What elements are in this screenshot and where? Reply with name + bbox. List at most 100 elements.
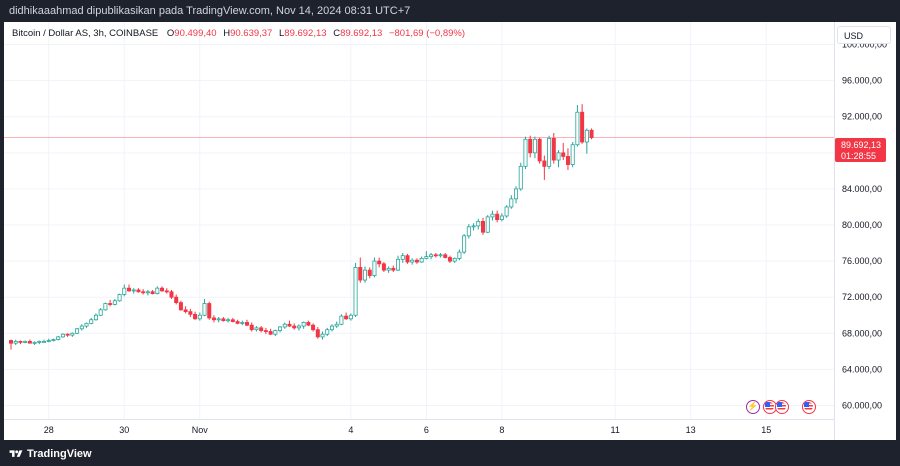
- y-tick-label: 76.000,00: [842, 256, 882, 266]
- candle-body: [391, 267, 396, 271]
- candle-body: [452, 257, 457, 262]
- candle-body: [141, 291, 146, 294]
- us-flag-icon[interactable]: [802, 400, 816, 414]
- candle-body: [131, 289, 136, 292]
- candle-body: [580, 111, 585, 143]
- candle-body: [419, 257, 424, 263]
- publish-info: didhikaaahmad dipublikasikan pada Tradin…: [0, 0, 900, 22]
- candle-body: [60, 333, 65, 338]
- candle-body: [504, 206, 509, 217]
- currency-selector[interactable]: USD: [837, 26, 891, 44]
- x-tick-label: 6: [424, 425, 429, 435]
- candle-body: [79, 325, 84, 330]
- candle-body: [476, 221, 481, 227]
- candle-body: [518, 165, 523, 190]
- candle-body: [240, 322, 245, 324]
- candle-body: [93, 314, 98, 321]
- low-label: L: [278, 28, 285, 39]
- candle-body: [188, 311, 193, 315]
- candle-body: [18, 341, 23, 343]
- x-tick-label: 15: [761, 425, 771, 435]
- candle-body: [348, 314, 353, 320]
- candle-body: [51, 339, 56, 342]
- candle-body: [273, 330, 278, 335]
- open-label: O: [166, 28, 175, 39]
- candle-body: [287, 323, 292, 327]
- candle-body: [471, 225, 476, 228]
- candle-body: [400, 255, 405, 260]
- bar-countdown: 01:28:55: [841, 151, 877, 161]
- candle-body: [136, 289, 141, 293]
- y-tick-label: 84.000,00: [842, 184, 882, 194]
- candle-body: [320, 333, 325, 338]
- close-label: C: [333, 28, 341, 39]
- candle-body: [405, 255, 410, 263]
- candle-body: [254, 327, 259, 331]
- time-axis-divider: [4, 419, 834, 420]
- candle-body: [42, 341, 47, 343]
- candle-body: [367, 269, 372, 276]
- candle-body: [528, 138, 533, 154]
- candle-body: [207, 303, 212, 319]
- candle-body: [296, 325, 301, 329]
- candle-body: [362, 269, 367, 281]
- candle-body: [485, 216, 490, 233]
- candle-body: [23, 341, 28, 343]
- symbol-name: Bitcoin / Dollar AS, 3h, COINBASE: [12, 28, 159, 39]
- candle-body: [358, 267, 363, 281]
- candle-body: [438, 254, 443, 257]
- candle-body: [499, 215, 504, 220]
- candle-body: [457, 251, 462, 259]
- candle-body: [244, 322, 249, 326]
- footer-bar: [0, 440, 900, 466]
- candle-body: [575, 111, 580, 146]
- y-tick-label: 60.000,00: [842, 400, 882, 410]
- candle-body: [447, 257, 452, 262]
- close-value: 89.692,13: [340, 28, 383, 39]
- candle-body: [542, 160, 547, 167]
- candle-body: [230, 319, 235, 322]
- candle-body: [117, 294, 122, 302]
- candle-body: [268, 331, 273, 335]
- candle-body: [344, 315, 349, 320]
- candle-body: [334, 323, 339, 327]
- candle-body: [339, 315, 344, 325]
- candle-body: [226, 319, 231, 322]
- high-label: H: [223, 28, 231, 39]
- candle-body: [56, 336, 61, 341]
- x-tick-label: 8: [499, 425, 504, 435]
- candle-body: [490, 213, 495, 218]
- candle-body: [75, 328, 80, 334]
- candle-body: [414, 259, 419, 263]
- candle-body: [216, 318, 221, 321]
- symbol-legend[interactable]: Bitcoin / Dollar AS, 3h, COINBASE O90.49…: [12, 28, 465, 39]
- candlestick-chart[interactable]: 60.000,00 64.000,00 68.000,00 72.000,00 76.0…: [4, 22, 896, 440]
- candle-body: [547, 137, 552, 167]
- candle-body: [221, 318, 226, 322]
- y-tick-label: 68.000,00: [842, 328, 882, 338]
- candle-body: [259, 327, 264, 331]
- us-flag-icon[interactable]: [775, 400, 789, 414]
- candle-body: [372, 260, 377, 276]
- candle-body: [433, 254, 438, 257]
- chart-frame[interactable]: [4, 22, 896, 440]
- candle-body: [329, 325, 334, 331]
- candle-body: [249, 324, 254, 331]
- candle-body: [278, 326, 283, 331]
- candle-body: [112, 300, 117, 305]
- x-tick-label: 28: [44, 425, 54, 435]
- x-tick-label: 11: [610, 425, 619, 435]
- candle-body: [424, 256, 429, 259]
- candle-body: [292, 325, 297, 329]
- candle-body: [514, 188, 519, 200]
- candle-body: [480, 221, 485, 233]
- tradingview-logo[interactable]: TradingView: [8, 447, 92, 461]
- us-flag-icon[interactable]: [763, 400, 777, 414]
- candle-body: [509, 198, 514, 208]
- candle-body: [46, 340, 51, 342]
- candle-body: [178, 302, 183, 311]
- candle-body: [381, 263, 386, 271]
- lightning-icon[interactable]: ⚡: [746, 400, 760, 414]
- candle-body: [325, 329, 330, 335]
- candle-body: [263, 330, 268, 332]
